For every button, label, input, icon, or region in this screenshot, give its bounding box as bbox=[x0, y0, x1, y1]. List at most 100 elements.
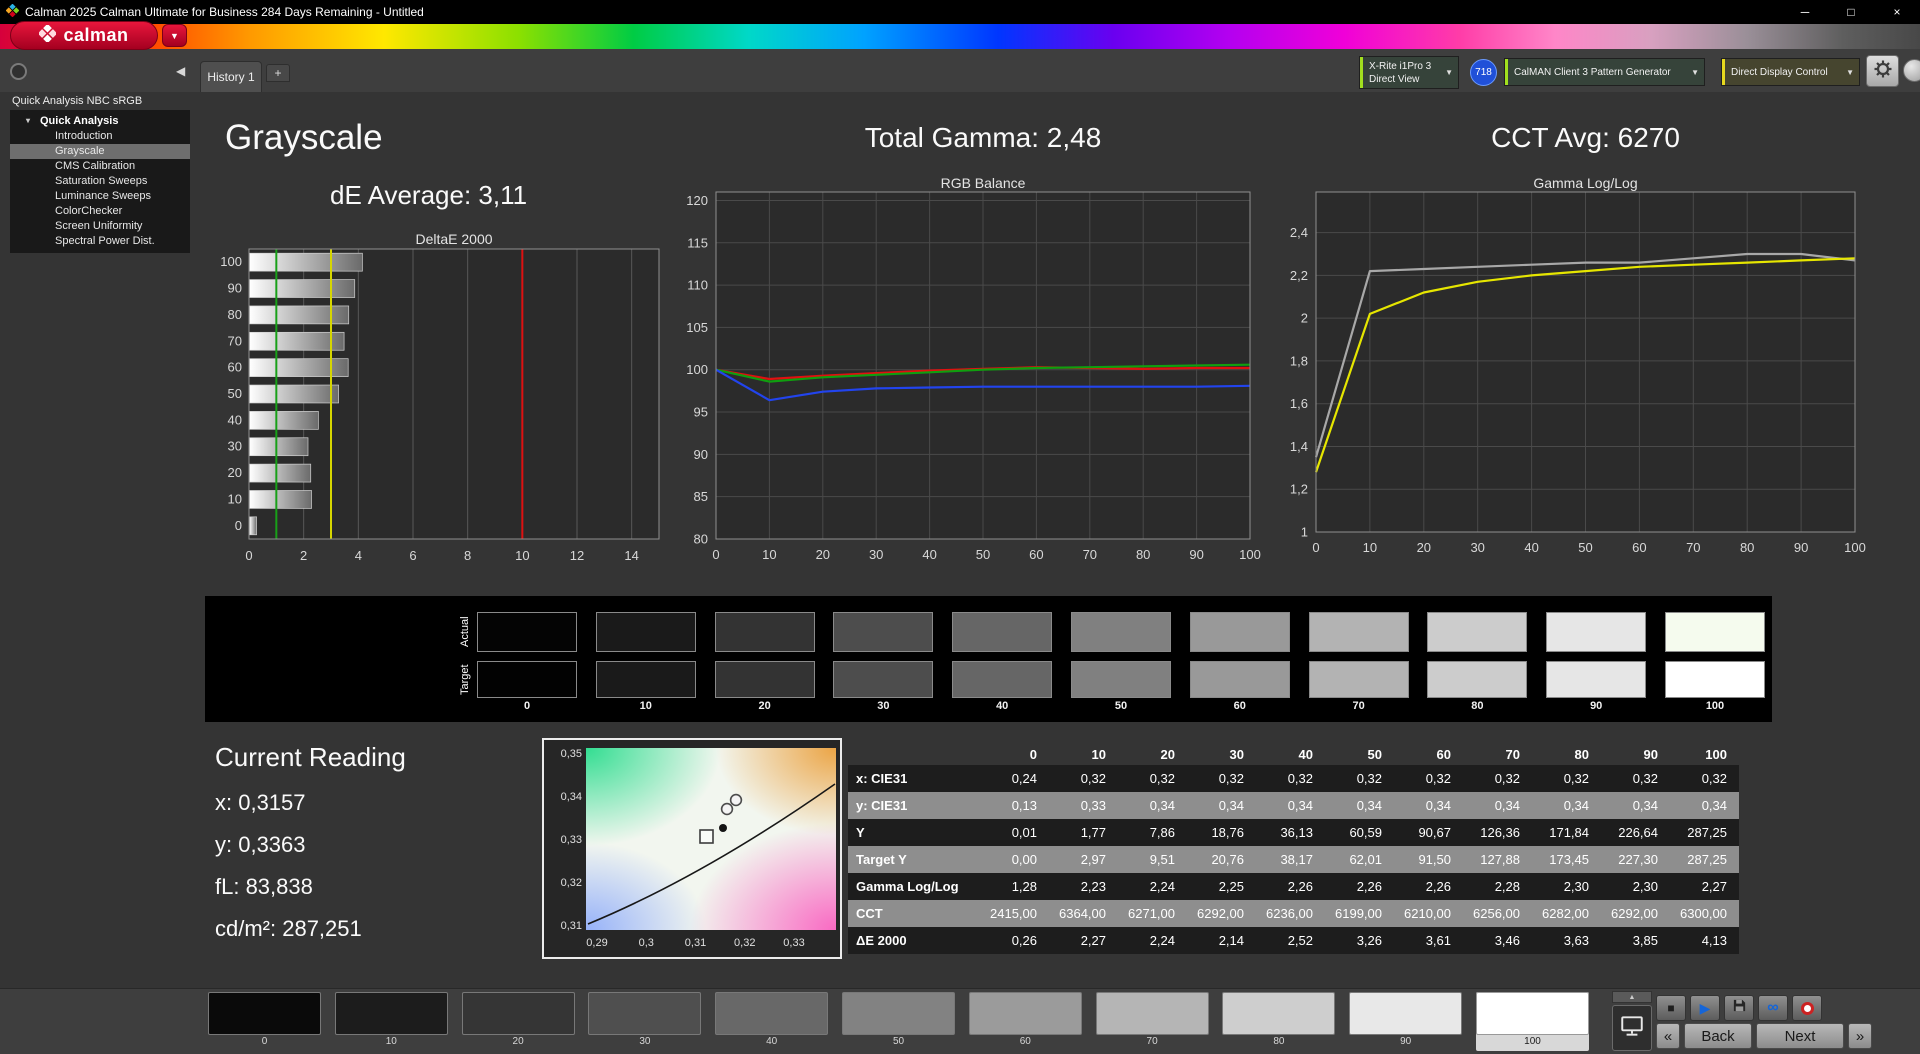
swatch-actual-20 bbox=[714, 612, 815, 652]
tab-history-1[interactable]: History 1 bbox=[200, 61, 262, 92]
svg-text:70: 70 bbox=[1686, 540, 1700, 555]
rgb-balance-chart: 0 10 20 30 40 50 60 70 80 90 100 80 85 90 95 100 105 110 1… bbox=[686, 191, 1261, 562]
chevron-down-icon: ▼ bbox=[1445, 68, 1453, 77]
patch-label: 80 bbox=[1273, 1036, 1285, 1047]
svg-text:0: 0 bbox=[235, 518, 242, 533]
table-cell: 3,61 bbox=[1425, 933, 1451, 948]
calman-diamond-icon bbox=[38, 23, 58, 47]
table-cell: 20,76 bbox=[1211, 852, 1244, 867]
table-cell: 2,27 bbox=[1701, 879, 1727, 894]
table-cell: 2,23 bbox=[1080, 879, 1106, 894]
table-row: ΔE 2000 0,26 2,27 2,24 2,14 2,52 3,26 3,61 3,46 3… bbox=[848, 927, 1739, 954]
patch-button-60[interactable]: 60 bbox=[968, 992, 1082, 1051]
svg-text:60: 60 bbox=[1029, 547, 1043, 562]
patch-button-100[interactable]: 100 bbox=[1476, 992, 1589, 1051]
titlebar: Calman 2025 Calman Ultimate for Business… bbox=[0, 0, 1920, 24]
sidebar-item-colorchecker[interactable]: ColorChecker bbox=[55, 205, 123, 217]
series-measured bbox=[1314, 257, 1856, 473]
series-blue bbox=[715, 368, 1251, 402]
page-title: Grayscale bbox=[225, 118, 383, 157]
patch-button-50[interactable]: 50 bbox=[842, 992, 955, 1051]
patch-label: 60 bbox=[1019, 1036, 1031, 1047]
calman-logo-icon bbox=[5, 3, 20, 20]
close-button[interactable]: × bbox=[1893, 5, 1901, 19]
patch-button-20[interactable]: 20 bbox=[461, 992, 575, 1051]
display-control-dropdown[interactable]: Direct Display Control ▼ bbox=[1721, 58, 1860, 86]
table-cell: 6282,00 bbox=[1542, 906, 1589, 921]
table-row: Target Y 0,00 2,97 9,51 20,76 38,17 62,01 91,50… bbox=[848, 846, 1739, 873]
patch-button-80[interactable]: 80 bbox=[1222, 992, 1336, 1051]
table-cell: 0,34 bbox=[1701, 798, 1727, 813]
patch-button-10[interactable]: 10 bbox=[334, 992, 448, 1051]
svg-text:1,6: 1,6 bbox=[1290, 396, 1308, 411]
swatch-target-30 bbox=[833, 661, 934, 698]
swatch-actual-50 bbox=[1071, 612, 1171, 652]
loop-button[interactable]: ∞ bbox=[1758, 995, 1788, 1021]
gear-icon bbox=[1873, 59, 1893, 84]
scroll-up-button[interactable]: ▲ bbox=[1612, 991, 1652, 1003]
patch-button-40[interactable]: 40 bbox=[715, 992, 829, 1051]
table-cell: 0,34 bbox=[1494, 798, 1520, 813]
pattern-generator-dropdown[interactable]: CalMAN Client 3 Pattern Generator ▼ bbox=[1504, 58, 1705, 86]
column-header-40: 40 bbox=[1298, 746, 1313, 762]
grayscale-swatch-strip: Actual Target 0 10 20 30 40 50 60 70 80 90 100 bbox=[205, 596, 1772, 722]
sidebar-item-spectral-power-dist-[interactable]: Spectral Power Dist. bbox=[55, 235, 155, 247]
pattern-window-button[interactable] bbox=[1612, 1005, 1652, 1051]
patch-button-0[interactable]: 0 bbox=[208, 992, 321, 1051]
table-cell: 0,34 bbox=[1425, 798, 1451, 813]
stop-button[interactable]: ■ bbox=[1656, 995, 1686, 1021]
svg-text:8: 8 bbox=[464, 548, 471, 563]
sidebar-item-luminance-sweeps[interactable]: Luminance Sweeps bbox=[55, 190, 152, 202]
maximize-button[interactable]: □ bbox=[1847, 5, 1855, 19]
calman-menu-button[interactable]: calman bbox=[10, 21, 158, 50]
help-button[interactable] bbox=[1903, 59, 1920, 82]
sidebar-item-screen-uniformity[interactable]: Screen Uniformity bbox=[55, 220, 143, 232]
swatch-target-50 bbox=[1071, 661, 1171, 698]
sidebar-item-cms-calibration[interactable]: CMS Calibration bbox=[55, 160, 136, 172]
cie-overlay bbox=[587, 783, 836, 925]
rewind-button[interactable]: « bbox=[1656, 1023, 1680, 1049]
deltae-chart-title: DeltaE 2000 bbox=[415, 231, 493, 247]
swatch-target-100 bbox=[1665, 661, 1765, 698]
meter-cursor-icon bbox=[720, 793, 743, 816]
patch-button-70[interactable]: 70 bbox=[1095, 992, 1209, 1051]
sidebar-collapse-button[interactable]: ◀ bbox=[176, 64, 186, 78]
calman-menu-arrow[interactable]: ▼ bbox=[162, 24, 187, 47]
svg-text:40: 40 bbox=[228, 412, 242, 427]
minimize-button[interactable]: ─ bbox=[1800, 5, 1810, 19]
sidebar-item-introduction[interactable]: Introduction bbox=[55, 130, 113, 142]
patch-button-90[interactable]: 90 bbox=[1349, 992, 1463, 1051]
record-button[interactable] bbox=[1792, 995, 1822, 1021]
tree-root-quick-analysis[interactable]: ▾ Quick Analysis bbox=[10, 113, 190, 129]
sidebar-item-saturation-sweeps[interactable]: Saturation Sweeps bbox=[55, 175, 148, 187]
table-header-row: 0 10 20 30 40 50 60 70 80 90 100 bbox=[848, 743, 1739, 765]
sidebar-item-grayscale[interactable]: Grayscale bbox=[10, 144, 190, 159]
play-button[interactable]: ▶ bbox=[1690, 995, 1720, 1021]
swatch-row-label-actual: Actual bbox=[459, 616, 471, 648]
table-cell: 6364,00 bbox=[1059, 906, 1106, 921]
calman-brand-label: calman bbox=[63, 25, 129, 45]
cie-y-tick: 0,35 bbox=[560, 748, 582, 760]
meter-count-badge[interactable]: 718 bbox=[1470, 59, 1497, 86]
add-tab-button[interactable]: + bbox=[266, 64, 290, 82]
svg-text:12: 12 bbox=[570, 548, 584, 563]
nav-circle-button[interactable] bbox=[10, 63, 27, 80]
save-button[interactable] bbox=[1724, 995, 1754, 1021]
svg-text:1: 1 bbox=[1301, 525, 1308, 540]
swatch-actual-30 bbox=[833, 612, 934, 652]
svg-text:110: 110 bbox=[687, 278, 708, 293]
table-cell: 6292,00 bbox=[1611, 906, 1658, 921]
patch-button-30[interactable]: 30 bbox=[588, 992, 702, 1051]
settings-button[interactable] bbox=[1866, 55, 1899, 87]
row-label: Y bbox=[856, 825, 865, 840]
svg-text:50: 50 bbox=[1578, 540, 1592, 555]
next-button[interactable]: Next bbox=[1756, 1023, 1844, 1049]
meter-dropdown[interactable]: X-Rite i1Pro 3 Direct View ▼ bbox=[1359, 56, 1459, 89]
back-button[interactable]: Back bbox=[1684, 1023, 1752, 1049]
svg-text:80: 80 bbox=[1740, 540, 1754, 555]
forward-button[interactable]: » bbox=[1848, 1023, 1872, 1049]
current-reading-y: y: 0,3363 bbox=[215, 832, 306, 857]
svg-text:95: 95 bbox=[694, 405, 708, 420]
patch-label: 10 bbox=[385, 1036, 397, 1047]
cie-x-tick: 0,29 bbox=[586, 937, 608, 949]
